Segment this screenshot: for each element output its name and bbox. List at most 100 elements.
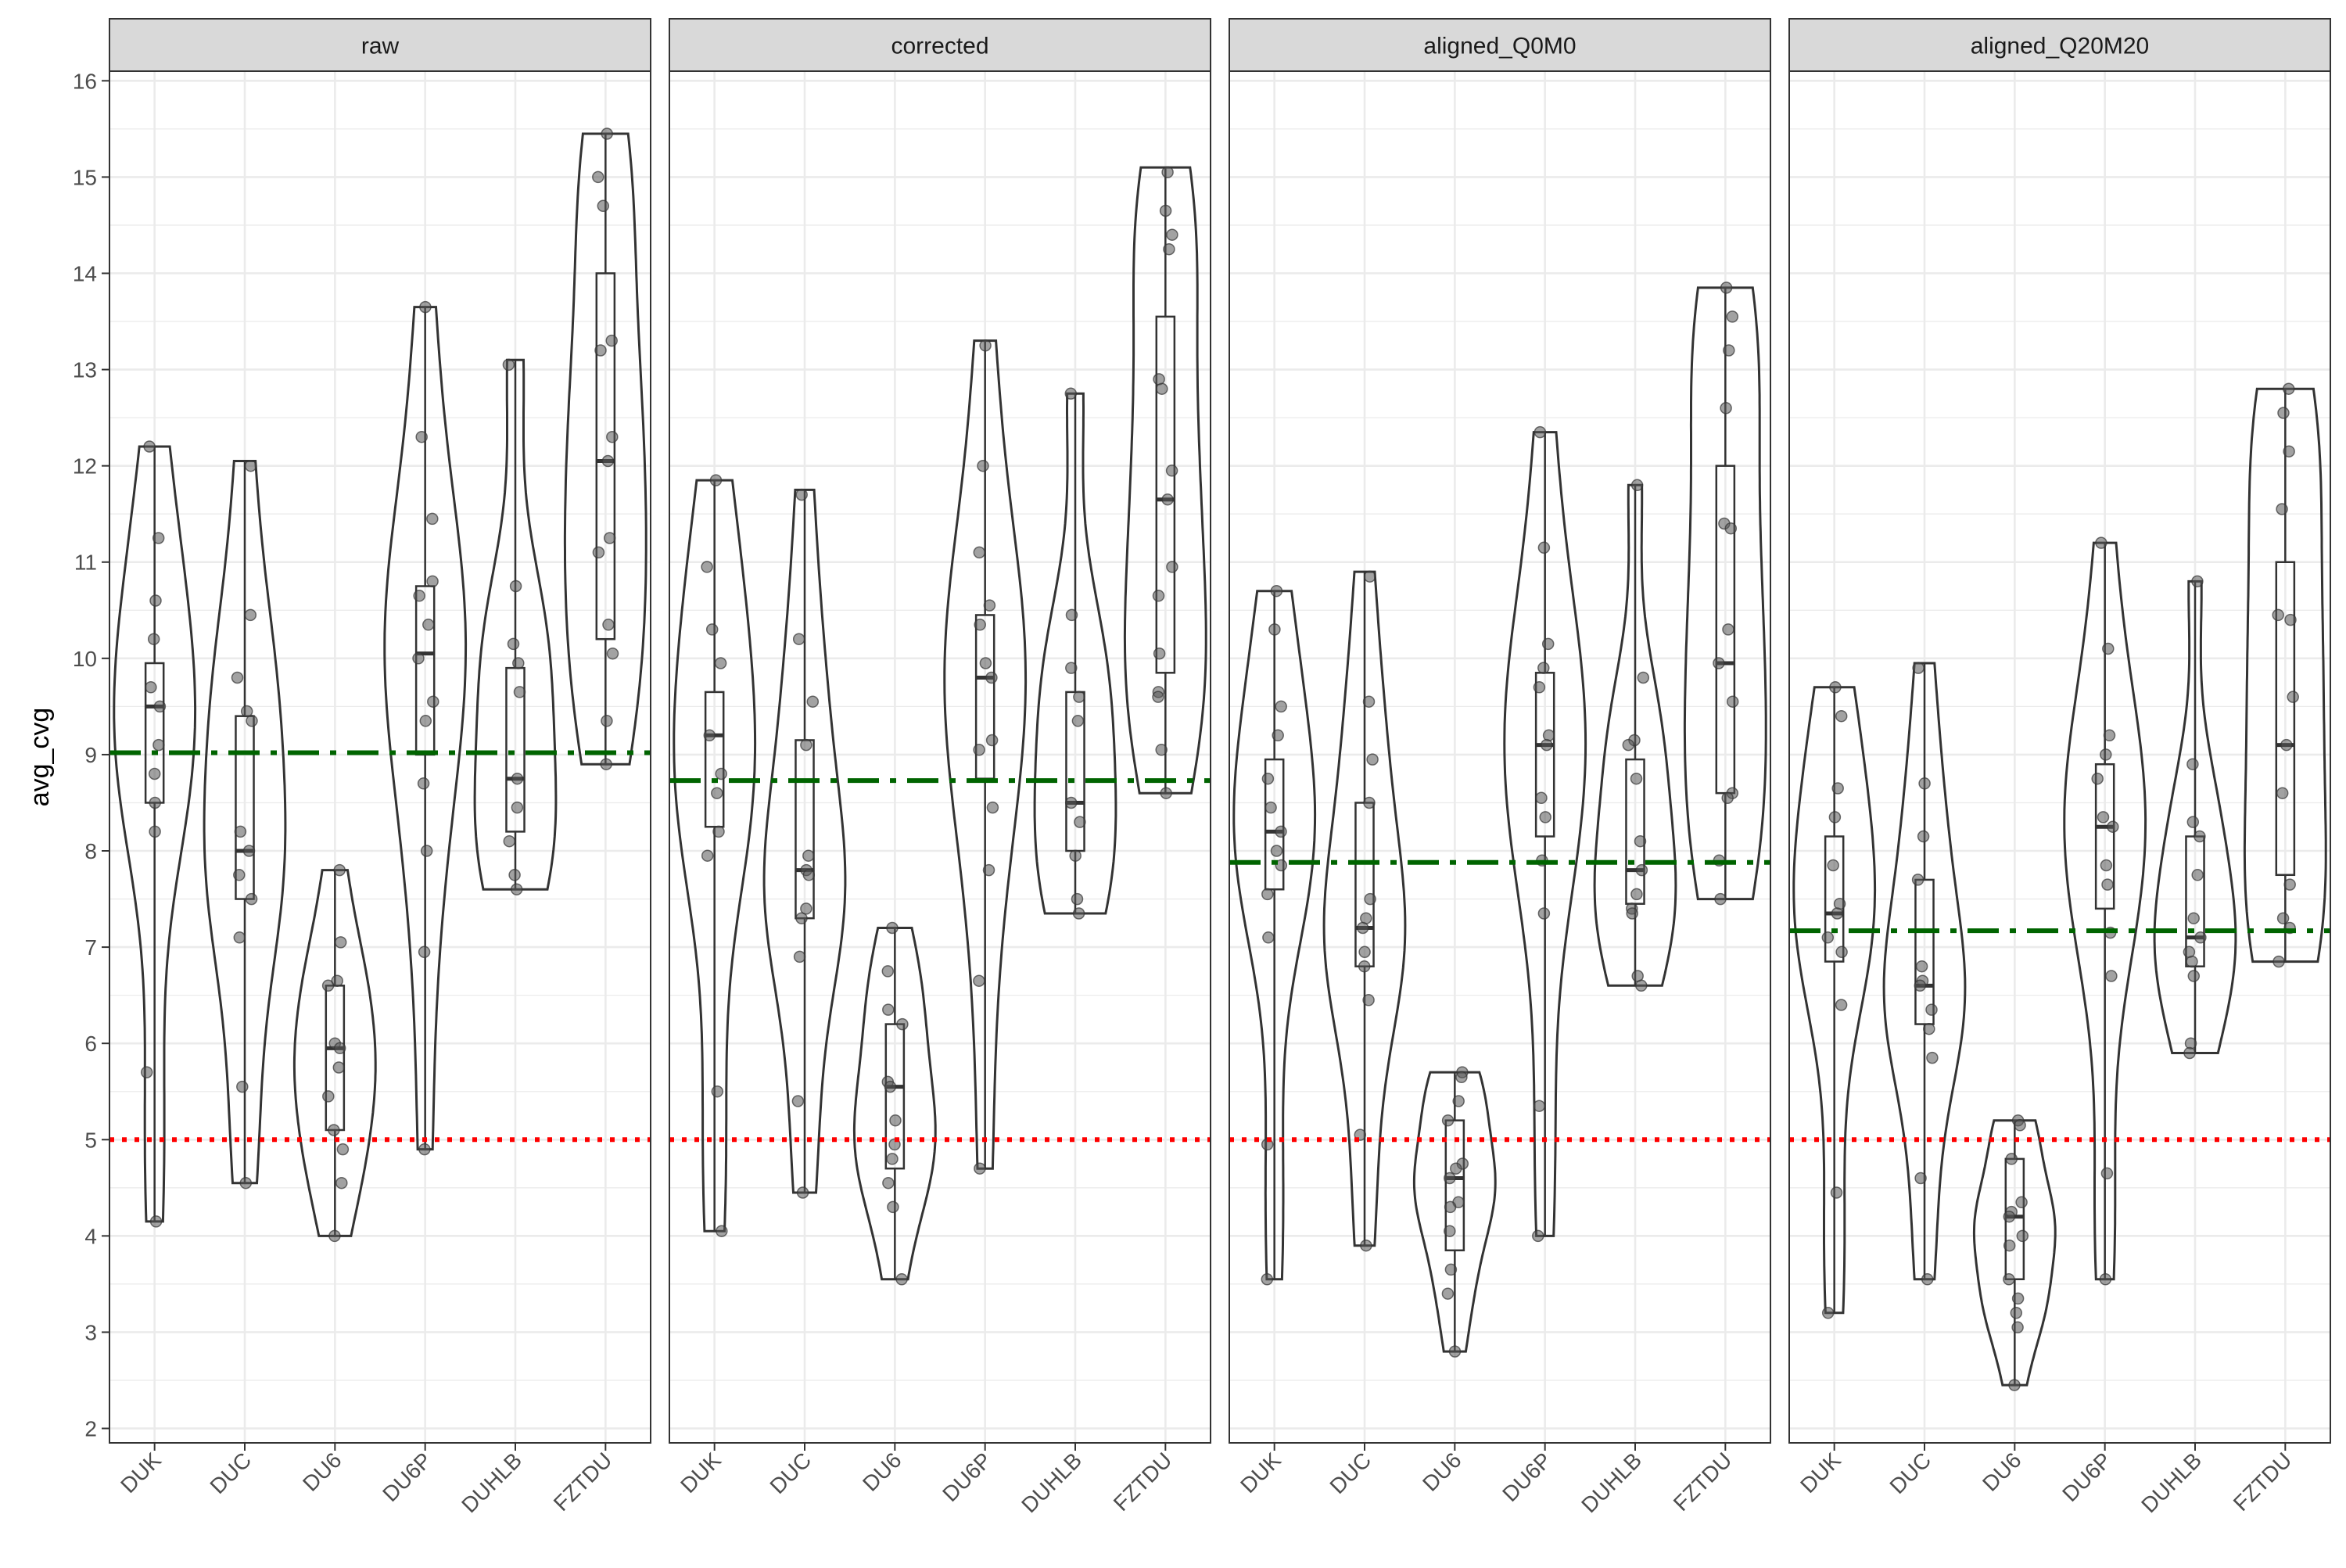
group-du6p (2063, 536, 2147, 1286)
data-point (148, 767, 161, 780)
data-point (1275, 825, 1287, 838)
data-point (1264, 801, 1277, 814)
x-tick-label: DUK (1795, 1448, 1846, 1498)
data-point (601, 127, 613, 140)
y-axis-label: avg_cvg (25, 708, 55, 807)
box (884, 1023, 906, 1170)
violin-shape (943, 339, 1028, 1170)
data-point (1261, 1273, 1274, 1286)
data-point (321, 979, 335, 992)
data-point (983, 599, 996, 612)
data-point (1533, 1100, 1546, 1112)
data-point (601, 454, 615, 468)
data-point (2283, 878, 2296, 891)
data-point (1835, 999, 1848, 1011)
data-point (985, 671, 998, 684)
data-point (1272, 729, 1284, 742)
data-point (2099, 1273, 2112, 1286)
data-point (1634, 834, 1647, 848)
group-du6p (383, 300, 468, 1156)
data-point (233, 869, 246, 881)
group-duhlb (1033, 387, 1117, 920)
data-point (1827, 859, 1839, 872)
panel-border (1229, 70, 1771, 1444)
data-point (2283, 445, 2295, 457)
violin-shape (1033, 392, 1117, 915)
data-point (1363, 570, 1376, 583)
data-point (1165, 465, 1178, 477)
violin-shape (2063, 541, 2147, 1281)
x-tick-label: DUHLB (1577, 1448, 1646, 1517)
data-point (714, 657, 727, 669)
data-point (973, 974, 985, 987)
data-point (979, 339, 992, 352)
data-point (1448, 1345, 1462, 1358)
data-point (1152, 590, 1165, 602)
data-point (802, 849, 815, 862)
box (595, 272, 616, 640)
data-point (1161, 493, 1174, 506)
data-point (1275, 700, 1287, 713)
panel-aligned-q20m20: aligned_Q20M20 DUK DUC DU6 DU6P DUHLB FZTDU (1788, 18, 2331, 1517)
data-point (979, 657, 992, 669)
data-point (2191, 869, 2204, 881)
x-tick-label: DUHLB (1017, 1448, 1086, 1517)
group-du6 (1972, 1114, 2057, 1391)
x-tick-label: DUHLB (457, 1448, 526, 1517)
data-point (887, 1200, 899, 1214)
violin-shape (1792, 686, 1877, 1315)
data-point (2194, 931, 2207, 944)
data-point (985, 734, 999, 747)
data-point (2100, 1167, 2114, 1180)
data-point (711, 787, 723, 799)
data-point (2008, 1379, 2021, 1391)
data-point (1358, 945, 1371, 959)
violin-shape (1972, 1119, 2057, 1387)
y-tick-label: 7 (84, 935, 97, 960)
data-point (2011, 1292, 2025, 1305)
data-point (705, 623, 719, 636)
group-duk (1232, 584, 1317, 1286)
data-point (2187, 912, 2200, 924)
data-point (791, 1095, 805, 1107)
data-point (511, 801, 524, 814)
data-point (419, 300, 432, 314)
y-tick-label: 3 (84, 1320, 97, 1344)
data-point (509, 579, 522, 593)
y-tick-label: 15 (73, 165, 97, 189)
data-point (602, 619, 615, 631)
data-point (1635, 979, 1648, 992)
data-point (1630, 479, 1644, 492)
data-point (1830, 1186, 1843, 1199)
data-point (1831, 782, 1844, 795)
data-point (422, 619, 435, 631)
group-duk (113, 440, 197, 1228)
data-point (1726, 310, 1739, 323)
data-point (1270, 584, 1283, 597)
group-duk (1792, 681, 1877, 1319)
data-point (1630, 772, 1643, 785)
data-point (234, 825, 247, 838)
data-point (1268, 623, 1281, 636)
data-point (1069, 849, 1082, 862)
data-point (896, 1017, 909, 1031)
data-point (1535, 791, 1548, 805)
data-point (149, 1215, 163, 1228)
data-point (1452, 1095, 1465, 1107)
data-point (1071, 892, 1084, 906)
y-tick-label: 13 (73, 358, 97, 382)
data-point (1444, 1225, 1456, 1237)
data-point (512, 657, 525, 669)
data-point (149, 825, 161, 838)
facet-strip (109, 18, 651, 72)
data-point (335, 1176, 348, 1189)
data-point (1161, 166, 1174, 178)
data-point (1918, 777, 1931, 790)
panel-border (1788, 70, 2331, 1444)
data-point (2282, 382, 2295, 395)
data-point (1537, 662, 1550, 674)
data-point (592, 546, 605, 559)
data-point (2191, 575, 2204, 588)
violin-shape (2243, 387, 2327, 963)
